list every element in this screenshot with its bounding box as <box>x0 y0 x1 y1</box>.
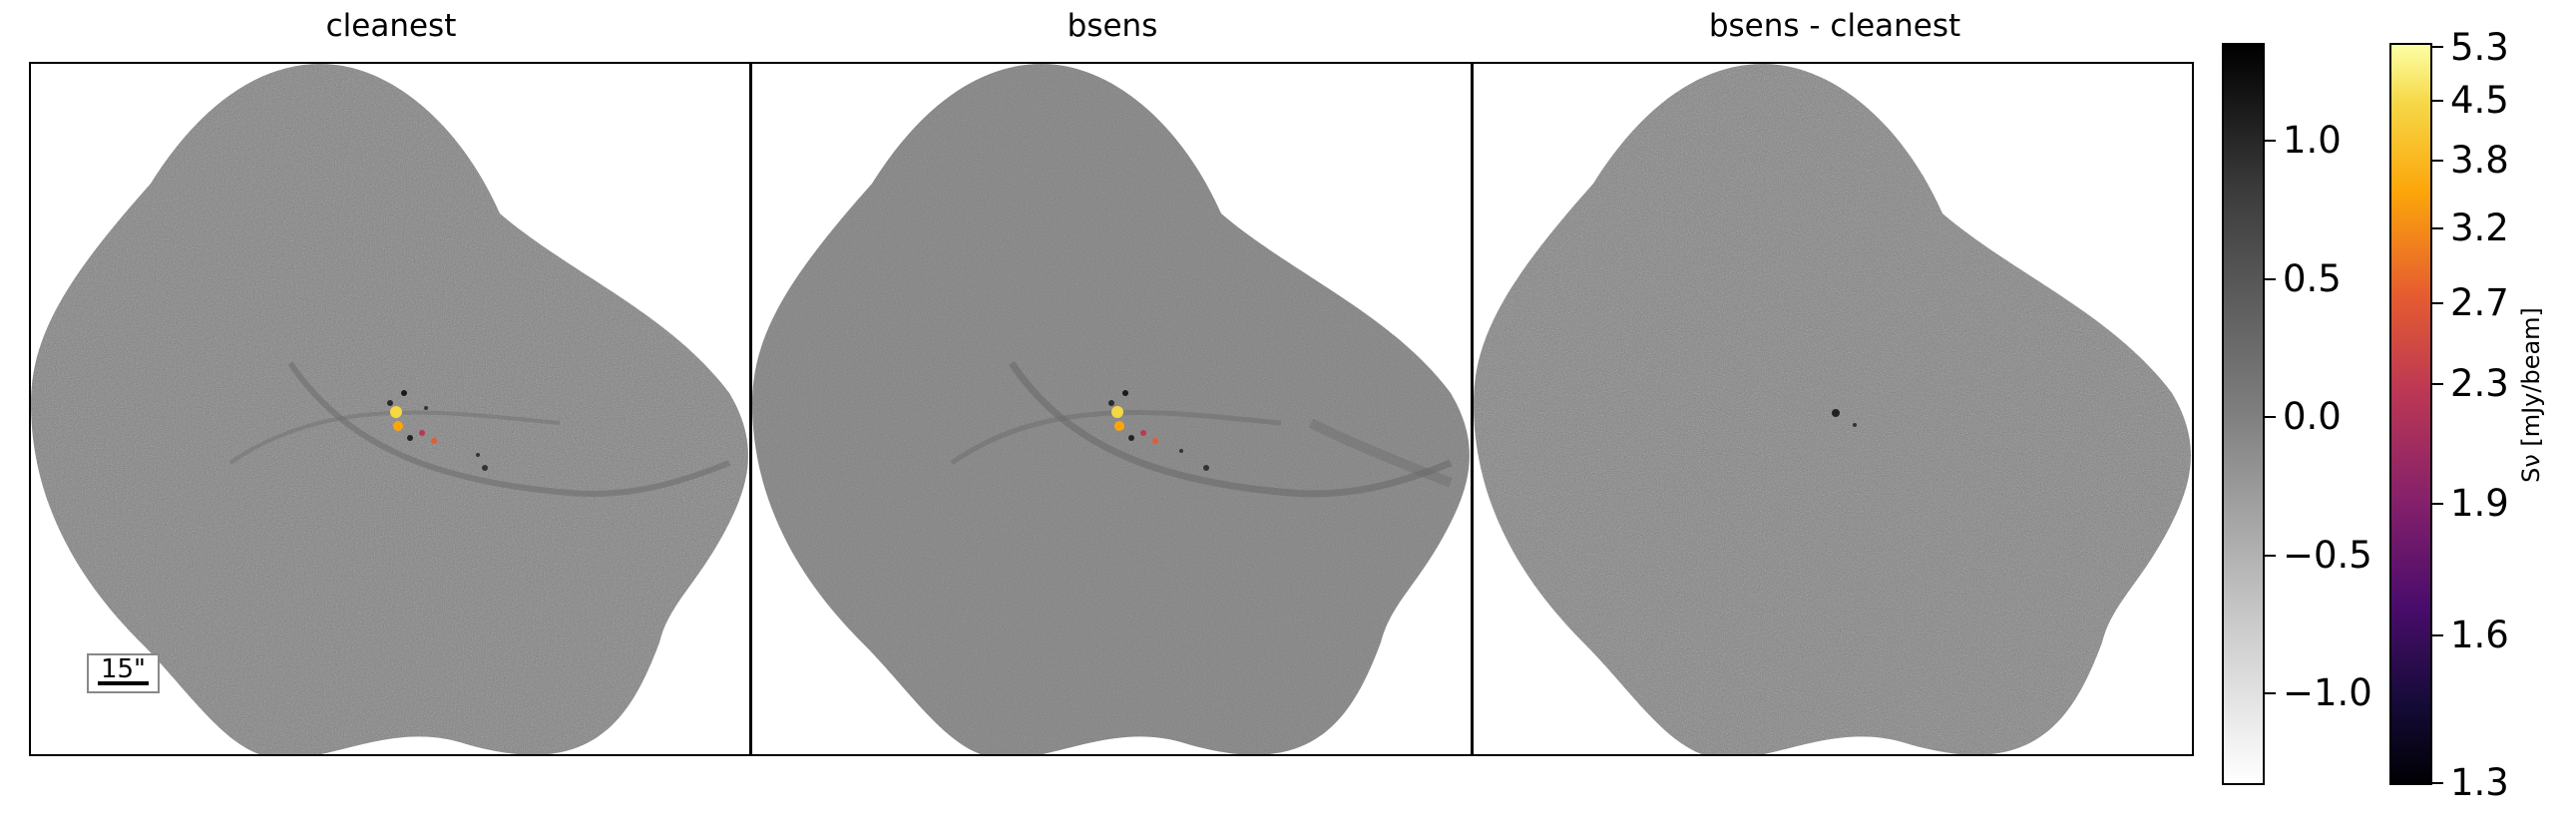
cbar-gray-tick-label: 1.0 <box>2283 119 2342 162</box>
source-residual-difference <box>1832 409 1857 427</box>
cbar-gray-tick-label: 0.5 <box>2283 257 2342 300</box>
cbar-gray-tick <box>2265 278 2276 280</box>
image-panel-difference <box>1472 62 2194 756</box>
cbar-inferno-tick <box>2432 46 2443 48</box>
cbar-inferno-tick <box>2432 302 2443 304</box>
cbar-inferno-tick-label: 3.8 <box>2450 139 2509 182</box>
map-image-bsens <box>752 64 1470 754</box>
map-image-cleanest <box>31 64 748 754</box>
scale-bar-line <box>98 681 149 685</box>
panel-title-bsens: bsens <box>1067 8 1158 44</box>
cbar-inferno-tick-label: 1.3 <box>2450 761 2509 804</box>
source-emission-cleanest <box>387 390 488 471</box>
cbar-inferno-tick-label: 2.3 <box>2450 362 2509 405</box>
cbar-inferno-tick <box>2432 383 2443 385</box>
cbar-inferno-tick-label: 2.7 <box>2450 281 2509 324</box>
cbar-gray-tick <box>2265 555 2276 557</box>
cbar-inferno-tick-label: 4.5 <box>2450 79 2509 122</box>
cbar-inferno-tick <box>2432 227 2443 229</box>
scale-bar: 15" <box>87 653 160 693</box>
source-emission-bsens <box>1108 390 1209 471</box>
cbar-inferno-tick <box>2432 503 2443 505</box>
cbar-inferno-tick-label: 1.6 <box>2450 614 2509 656</box>
cbar-inferno-tick <box>2432 160 2443 162</box>
cbar-inferno-tick <box>2432 634 2443 636</box>
cbar-gray-tick <box>2265 416 2276 418</box>
cbar-gray-tick <box>2265 140 2276 142</box>
image-panel-cleanest <box>29 62 751 756</box>
cbar-gray-tick-label: −0.5 <box>2283 534 2372 577</box>
cbar-gray-tick-label: −1.0 <box>2283 671 2372 714</box>
cbar-gray-tick-label: 0.0 <box>2283 395 2342 438</box>
scale-bar-label: 15" <box>100 654 147 684</box>
image-panel-bsens <box>750 62 1473 756</box>
cbar-inferno-tick <box>2432 100 2443 102</box>
cbar-inferno-tick <box>2432 782 2443 784</box>
cbar-inferno-tick-label: 3.2 <box>2450 207 2509 249</box>
cbar-inferno-tick-label: 5.3 <box>2450 26 2509 69</box>
cbar-inferno-tick-label: 1.9 <box>2450 482 2509 525</box>
colorbar-grayscale <box>2222 43 2265 785</box>
cbar-gray-tick <box>2265 692 2276 694</box>
panel-title-cleanest: cleanest <box>325 8 457 44</box>
map-image-difference <box>1474 64 2191 754</box>
panel-title-difference: bsens - cleanest <box>1708 8 1961 44</box>
colorbar-inferno-label: Sν [mJy/beam] <box>2517 307 2545 483</box>
colorbar-inferno <box>2389 43 2432 785</box>
